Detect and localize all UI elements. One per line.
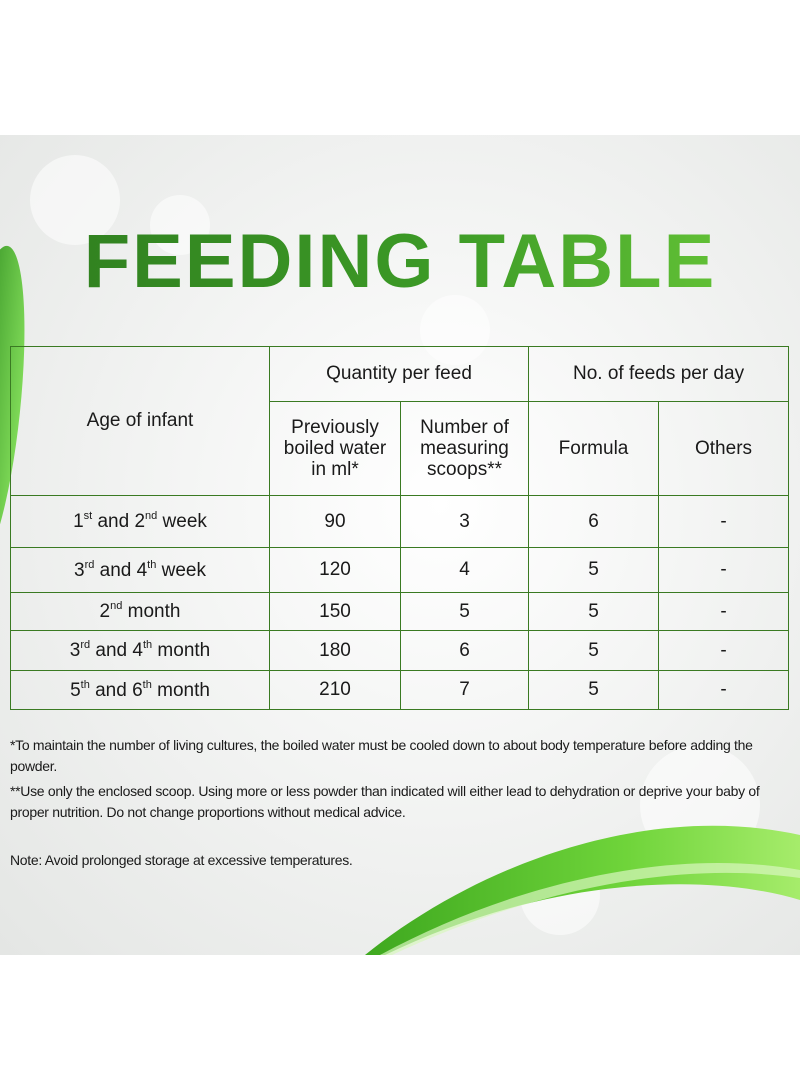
age-of-infant-header: Age of infant	[10, 346, 270, 496]
boiled-water-header: Previously boiled water in ml*	[269, 401, 401, 496]
formula-cell: 5	[528, 670, 660, 710]
scoops-cell: 3	[399, 495, 530, 548]
table-row: 1st and 2nd week 90 3 6 -	[10, 495, 790, 548]
others-cell: -	[658, 495, 790, 548]
bokeh-decoration	[30, 155, 120, 245]
quantity-per-feed-header: Quantity per feed	[268, 346, 530, 402]
formula-cell: 5	[528, 592, 660, 631]
table-row: 5th and 6th month 210 7 5 -	[10, 670, 790, 710]
others-cell: -	[658, 592, 790, 631]
footnote-boiled-water: *To maintain the number of living cultur…	[10, 737, 753, 774]
storage-note: Note: Avoid prolonged storage at excessi…	[10, 852, 353, 868]
scoops-cell: 7	[399, 670, 530, 710]
footnote-scoop: **Use only the enclosed scoop. Using mor…	[10, 783, 760, 820]
scoops-header: Number of measuring scoops**	[399, 401, 530, 496]
age-cell: 3rd and 4th week	[10, 547, 270, 593]
water-cell: 180	[269, 630, 401, 671]
scoops-cell: 6	[399, 630, 530, 671]
formula-header: Formula	[528, 401, 660, 496]
age-cell: 5th and 6th month	[10, 670, 270, 710]
age-cell: 3rd and 4th month	[10, 630, 270, 671]
feeds-per-day-header: No. of feeds per day	[528, 346, 790, 402]
table-row: 3rd and 4th week 120 4 5 -	[10, 547, 790, 593]
others-header: Others	[658, 401, 790, 496]
bokeh-decoration	[150, 195, 210, 255]
water-cell: 150	[269, 592, 401, 631]
scoops-cell: 4	[399, 547, 530, 593]
feeding-table: Age of infant Quantity per feed No. of f…	[10, 346, 790, 710]
others-cell: -	[658, 630, 790, 671]
formula-cell: 5	[528, 547, 660, 593]
table-row: 3rd and 4th month 180 6 5 -	[10, 630, 790, 671]
page-title: FEEDING TABLE	[0, 218, 800, 305]
water-cell: 90	[269, 495, 401, 548]
scoops-cell: 5	[399, 592, 530, 631]
formula-cell: 5	[528, 630, 660, 671]
age-cell: 1st and 2nd week	[10, 495, 270, 548]
water-cell: 210	[269, 670, 401, 710]
table-header-row: Age of infant Quantity per feed No. of f…	[10, 346, 790, 496]
age-cell: 2nd month	[10, 592, 270, 631]
others-cell: -	[658, 547, 790, 593]
water-cell: 120	[269, 547, 401, 593]
table-row: 2nd month 150 5 5 -	[10, 592, 790, 631]
others-cell: -	[658, 670, 790, 710]
formula-cell: 6	[528, 495, 660, 548]
